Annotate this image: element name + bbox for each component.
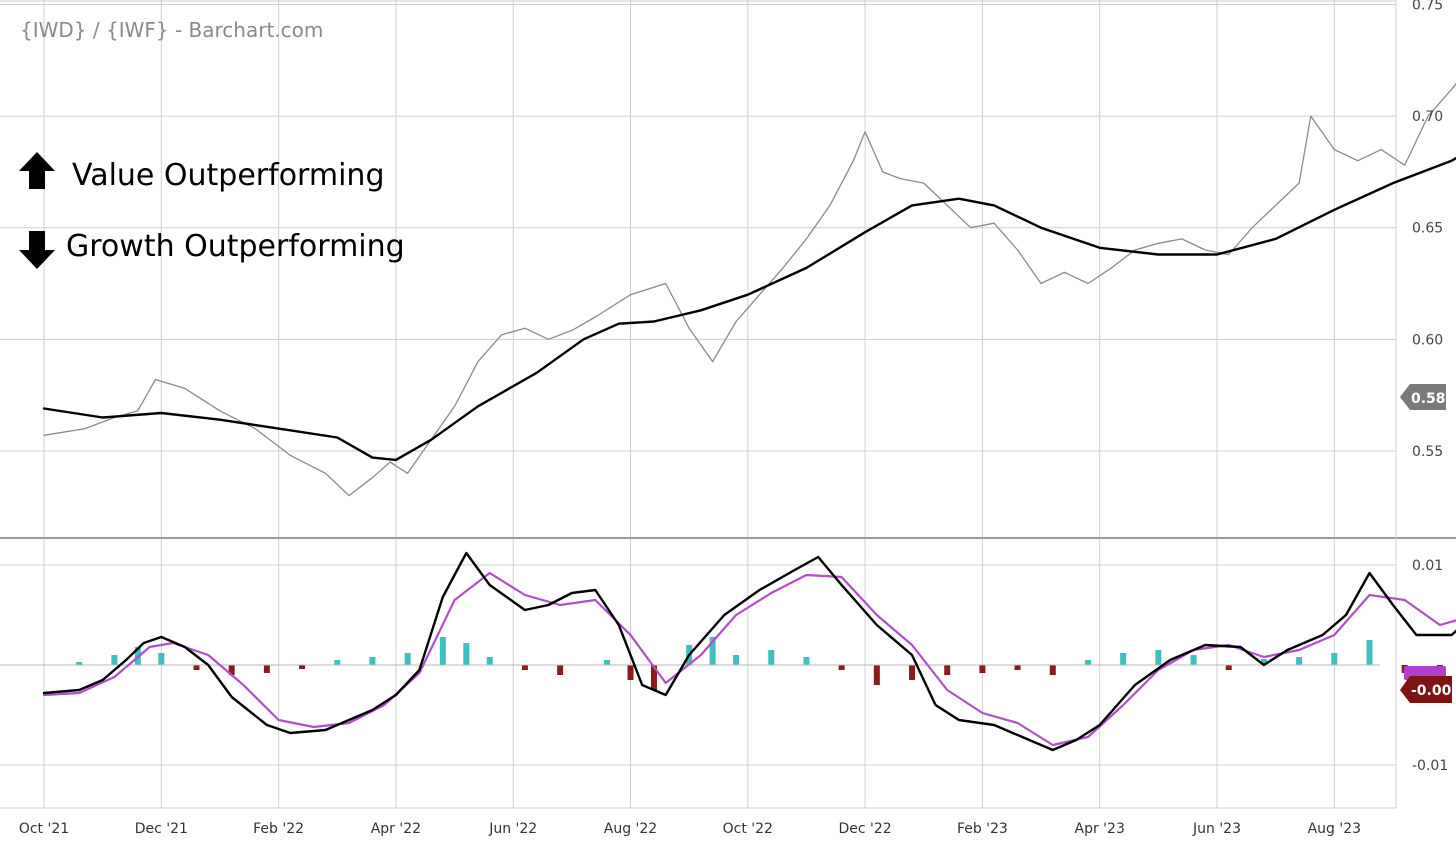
histogram-bar-negative	[1225, 665, 1232, 670]
upper-y-tick-label: 0.55	[1412, 444, 1443, 460]
histogram-bar-positive	[1155, 650, 1162, 665]
macd-last-value-badge: -0.00	[1400, 676, 1452, 703]
growth-outperforming-annotation: Growth Outperforming	[19, 229, 405, 269]
histogram-bar-negative	[650, 665, 657, 690]
histogram-bar-negative	[299, 665, 306, 669]
histogram-bar-positive	[463, 643, 470, 665]
ratio-last-value: 0.58	[1411, 391, 1446, 407]
x-tick-label: Dec '21	[135, 821, 188, 837]
histogram-bar-positive	[334, 660, 341, 665]
moving-average-line	[42, 156, 1456, 462]
histogram-bar-positive	[1331, 653, 1338, 665]
histogram-bar-negative	[909, 665, 916, 680]
x-tick-label: Apr '22	[371, 821, 421, 837]
histogram-bar-negative	[263, 665, 270, 673]
histogram-bar-negative	[1049, 665, 1056, 675]
grid-lines	[0, 0, 1456, 809]
upper-y-tick-label: 0.65	[1412, 221, 1443, 237]
x-tick-label: Apr '23	[1075, 821, 1125, 837]
histogram-bar-positive	[733, 655, 740, 665]
macd-line	[42, 551, 1456, 752]
histogram-bar-positive	[1296, 657, 1303, 665]
histogram-bar-positive	[1120, 653, 1127, 665]
x-tick-label: Oct '21	[19, 821, 69, 837]
x-tick-label: Jun '23	[1192, 821, 1241, 837]
growth-outperforming-label: Growth Outperforming	[66, 229, 405, 264]
histogram-bar-positive	[768, 650, 775, 665]
chart-title: {IWD} / {IWF} - Barchart.com	[20, 18, 323, 42]
histogram-bar-positive	[1260, 659, 1267, 665]
histogram-bar-negative	[521, 665, 528, 670]
x-tick-label: Jun '22	[488, 821, 537, 837]
x-tick-label: Dec '22	[838, 821, 891, 837]
arrow-down-icon	[19, 231, 55, 269]
ratio-last-value-badge: 0.58	[1400, 384, 1446, 410]
histogram-bar-positive	[486, 657, 493, 665]
arrow-up-icon	[19, 152, 55, 189]
x-tick-label: Aug '23	[1308, 821, 1361, 837]
histogram-bar-positive	[158, 653, 165, 665]
histogram-bar-negative	[838, 665, 845, 670]
histogram-bar-positive	[1084, 660, 1091, 665]
histogram-bar-positive	[604, 660, 611, 665]
histogram-bar-positive	[369, 657, 376, 665]
x-tick-label: Feb '23	[957, 821, 1008, 837]
histogram-bar-positive	[111, 655, 118, 665]
x-tick-label: Feb '22	[253, 821, 304, 837]
upper-y-tick-label: 0.60	[1412, 332, 1443, 348]
x-tick-label: Oct '22	[723, 821, 773, 837]
macd-last-value: -0.00	[1411, 683, 1452, 699]
histogram-bar-negative	[193, 665, 200, 670]
tick-labels: Oct '21 Dec '21 Feb '22 Apr '22 Jun '22 Aug '…	[19, 0, 1448, 837]
histogram-bar-positive	[404, 653, 411, 665]
histogram-bar-positive	[709, 637, 716, 665]
histogram-bar-negative	[873, 665, 880, 685]
histogram-bar-positive	[803, 657, 810, 665]
histogram-bar-negative	[228, 665, 235, 675]
histogram-bar-negative	[1014, 665, 1021, 670]
lower-y-tick-label: -0.01	[1412, 758, 1448, 774]
ratio-series-line	[43, 82, 1456, 497]
histogram-bar-negative	[979, 665, 986, 673]
histogram-bar-negative	[557, 665, 564, 675]
histogram-bar-negative	[944, 665, 951, 675]
series-lines	[42, 82, 1456, 752]
upper-y-tick-label: 0.70	[1412, 109, 1443, 125]
histogram-bar-positive	[1190, 655, 1197, 665]
histogram-bar-positive	[439, 637, 446, 665]
upper-y-tick-label: 0.75	[1412, 0, 1443, 13]
histogram-bar-negative	[627, 665, 634, 680]
histogram-bar-positive	[76, 662, 83, 665]
value-outperforming-label: Value Outperforming	[72, 158, 384, 193]
histogram-bar-positive	[1366, 640, 1373, 665]
value-outperforming-annotation: Value Outperforming	[19, 152, 384, 193]
x-tick-label: Aug '22	[604, 821, 657, 837]
lower-y-tick-label: 0.01	[1412, 558, 1443, 574]
